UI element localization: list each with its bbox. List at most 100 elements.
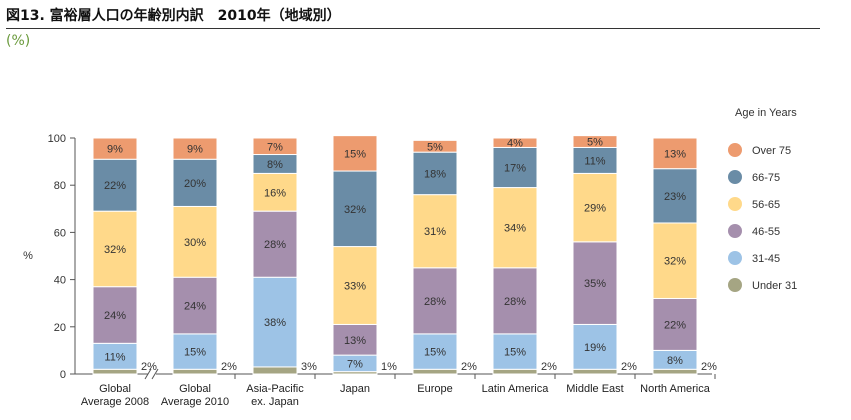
bar-segment [252, 366, 298, 375]
bar-segment [652, 168, 698, 224]
bar-segment [412, 368, 458, 375]
bar-segment [652, 368, 698, 375]
bar-segment [332, 135, 378, 172]
data-label: 5% [427, 141, 443, 153]
data-label: 13% [664, 148, 686, 160]
data-label: 15% [344, 148, 366, 160]
y-tick-label: 40 [54, 275, 66, 287]
y-tick-label: 20 [54, 322, 66, 334]
data-label: 2% [621, 361, 637, 373]
bar-segment [492, 137, 538, 148]
data-label: 9% [187, 144, 203, 156]
bar-segment [252, 276, 298, 368]
bar-segment [492, 146, 538, 189]
bar-segment [652, 137, 698, 170]
data-label: 3% [301, 361, 317, 373]
bar-segment [172, 276, 218, 335]
bar-segment [572, 368, 618, 375]
bar-segment [492, 368, 538, 375]
x-tick-label: Japan [340, 383, 370, 395]
data-label: 16% [264, 187, 286, 199]
y-tick-label: 60 [54, 227, 66, 239]
data-label: 15% [424, 347, 446, 359]
y-tick-label: 100 [48, 133, 66, 145]
bar-segment [412, 194, 458, 269]
data-label: 23% [664, 191, 686, 203]
data-label: 18% [424, 168, 446, 180]
bar-segment [252, 172, 298, 212]
data-label: 7% [347, 358, 363, 370]
unit-note: (%) [6, 33, 31, 49]
data-label: 2% [221, 361, 237, 373]
legend-swatch [728, 224, 742, 238]
bar-segment [172, 137, 218, 160]
data-label: 29% [584, 203, 606, 215]
legend-swatch [728, 197, 742, 211]
data-label: 8% [667, 355, 683, 367]
legend-swatch [728, 278, 742, 292]
axis-break-mark [151, 368, 159, 380]
axis-break-mark [144, 368, 152, 380]
bar-segment [172, 368, 218, 375]
data-label: 19% [584, 342, 606, 354]
bar-segment [332, 246, 378, 325]
data-label: 24% [184, 301, 206, 313]
x-tick-label: North America [640, 383, 711, 395]
x-tick-label: Middle East [566, 383, 623, 395]
y-axis-label: % [23, 250, 33, 262]
bar-segment [572, 135, 618, 148]
bar-segment [92, 210, 138, 288]
data-label: 13% [344, 335, 366, 347]
legend-swatch [728, 143, 742, 157]
bar-segment [652, 222, 698, 299]
legend-label: 46-55 [752, 226, 780, 238]
data-label: 31% [424, 226, 446, 238]
data-label: 35% [584, 278, 606, 290]
x-tick-label: Average 2008 [81, 396, 149, 408]
data-label: 4% [507, 138, 523, 150]
data-label: 9% [107, 144, 123, 156]
bar-segment [252, 210, 298, 278]
bar-segment [572, 172, 618, 243]
x-tick-label: Global [179, 383, 211, 395]
bar-segment [172, 158, 218, 207]
data-label: 32% [104, 244, 126, 256]
legend-label: Over 75 [752, 145, 791, 157]
legend-label: 56-65 [752, 199, 780, 211]
legend-swatch [728, 251, 742, 265]
data-label: 11% [584, 155, 605, 167]
y-tick-label: 0 [60, 369, 66, 381]
data-label: 22% [104, 180, 126, 192]
bar-segment [652, 297, 698, 351]
data-label: 20% [184, 178, 206, 190]
legend-swatch [728, 170, 742, 184]
bar-segment [252, 137, 298, 156]
legend-label: Under 31 [752, 280, 797, 292]
data-label: 2% [541, 361, 557, 373]
data-label: 15% [184, 347, 206, 359]
x-tick-label: Global [99, 383, 131, 395]
bar-segment [92, 158, 138, 212]
bar-segment [92, 137, 138, 160]
bar-segment [492, 187, 538, 269]
data-label: 28% [264, 239, 286, 251]
data-label: 28% [424, 296, 446, 308]
bar-segment [92, 342, 138, 370]
bar-segment [412, 267, 458, 335]
data-label: 8% [267, 159, 283, 171]
bar-segment [492, 267, 538, 335]
y-tick-label: 80 [54, 180, 66, 192]
x-tick-label: Average 2010 [161, 396, 229, 408]
data-label: 33% [344, 281, 366, 293]
bar-segment [412, 333, 458, 370]
figure-title: 図13. 富裕層人口の年齢別内訳 2010年（地域別） [6, 8, 341, 24]
data-label: 32% [664, 256, 686, 268]
x-tick-label: Asia-Pacific [246, 383, 304, 395]
data-label: 7% [267, 141, 283, 153]
data-label: 1% [381, 361, 397, 373]
bar-segment [412, 139, 458, 153]
data-label: 22% [664, 319, 686, 331]
data-label: 15% [504, 347, 526, 359]
bar-segment [172, 205, 218, 278]
